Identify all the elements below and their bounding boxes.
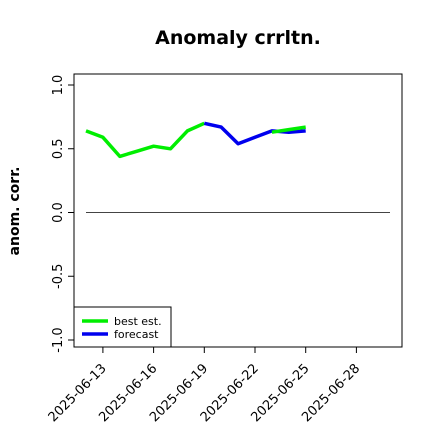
chart-title: Anomaly crrltn. bbox=[155, 27, 321, 49]
series-line-forecast bbox=[203, 121, 306, 146]
legend-label: forecast bbox=[114, 328, 159, 341]
y-axis: -1.0 -0.5 0.0 0.5 1.0 bbox=[51, 75, 74, 353]
series-line-best-est bbox=[271, 125, 306, 134]
series-group bbox=[85, 121, 306, 159]
y-axis-label: anom. corr. bbox=[7, 167, 23, 256]
legend-box bbox=[73, 306, 172, 348]
y-tick-label: 1.0 bbox=[51, 75, 66, 96]
plot-frame bbox=[73, 73, 403, 348]
series-line-best-est bbox=[85, 121, 206, 159]
y-tick-label: 0.5 bbox=[51, 138, 66, 159]
x-axis: 2025-06-132025-06-162025-06-192025-06-22… bbox=[46, 347, 363, 425]
y-tick-label: -1.0 bbox=[51, 327, 66, 352]
legend: best est.forecast bbox=[73, 306, 172, 348]
y-tick-label: 0.0 bbox=[51, 202, 66, 223]
y-tick-label: -0.5 bbox=[51, 264, 66, 289]
legend-label: best est. bbox=[114, 315, 162, 328]
